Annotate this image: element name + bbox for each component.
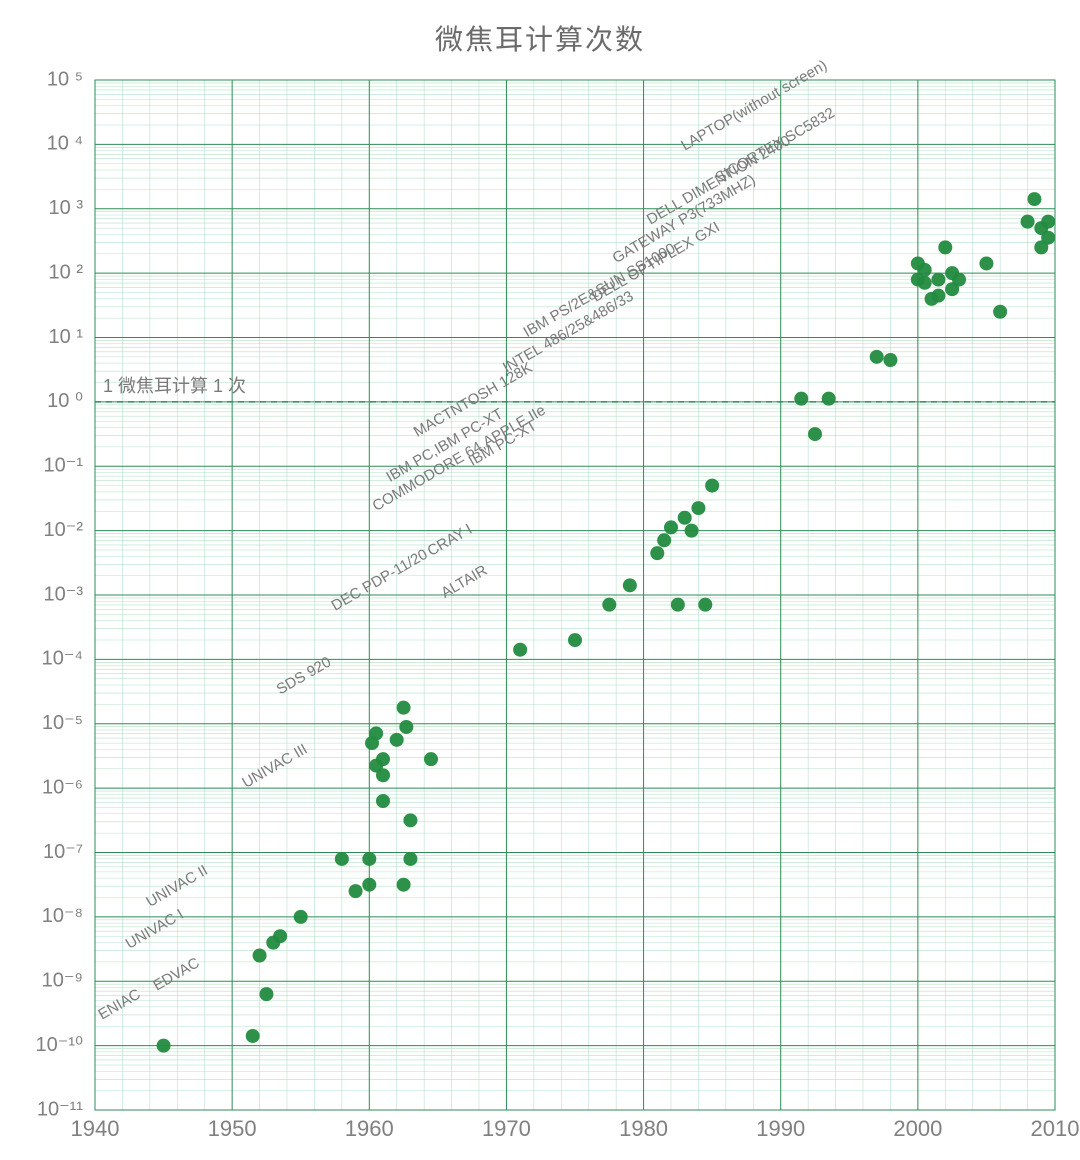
data-point [671,598,685,612]
x-tick-label: 1950 [208,1116,257,1141]
scatter-chart-svg: 10⁻¹¹10⁻¹⁰10⁻⁹10⁻⁸10⁻⁷10⁻⁶10⁻⁵10⁻⁴10⁻³10… [0,0,1080,1160]
data-point [691,501,705,515]
data-point [403,852,417,866]
data-point [870,350,884,364]
data-point [938,240,952,254]
y-tick-label: 10⁻³ [44,583,84,605]
x-tick-label: 1940 [71,1116,120,1141]
data-point [602,598,616,612]
y-tick-label: 10⁻⁶ [42,776,83,798]
data-point [808,427,822,441]
data-point [397,701,411,715]
data-point [397,878,411,892]
y-tick-label: 10⁻⁵ [42,712,83,734]
y-tick-label: 10⁻⁸ [42,905,83,927]
data-point [931,289,945,303]
data-point [883,353,897,367]
data-point [390,733,404,747]
y-tick-label: 10⁻⁴ [42,648,83,670]
data-point [376,794,390,808]
x-tick-label: 2010 [1031,1116,1080,1141]
y-tick-label: 10 ⁰ [47,390,83,412]
y-tick-label: 10⁻⁹ [42,970,83,992]
data-point [403,813,417,827]
x-tick-label: 1990 [756,1116,805,1141]
data-point [349,884,363,898]
data-point [568,633,582,647]
data-point [1041,215,1055,229]
data-point [376,768,390,782]
data-point [376,752,390,766]
y-tick-label: 10 ¹ [49,326,84,348]
data-point [1021,215,1035,229]
y-tick-label: 10 ⁵ [47,68,83,90]
data-point [952,273,966,287]
data-point [513,643,527,657]
data-point [273,929,287,943]
data-point [362,878,376,892]
x-tick-label: 1980 [619,1116,668,1141]
data-point [822,392,836,406]
data-point [698,598,712,612]
x-tick-label: 1960 [345,1116,394,1141]
data-point [678,511,692,525]
data-point [664,520,678,534]
data-point [918,263,932,277]
data-point [335,852,349,866]
data-point [918,276,932,290]
chart-title: 微焦耳计算次数 [0,18,1080,58]
chart-container: 微焦耳计算次数 10⁻¹¹10⁻¹⁰10⁻⁹10⁻⁸10⁻⁷10⁻⁶10⁻⁵10… [0,0,1080,1160]
x-tick-label: 2000 [893,1116,942,1141]
data-point [979,256,993,270]
data-point [157,1039,171,1053]
data-point [424,752,438,766]
y-tick-label: 10⁻⁷ [43,841,83,863]
y-tick-label: 10⁻¹ [44,455,84,477]
data-point [369,726,383,740]
x-tick-label: 1970 [482,1116,531,1141]
data-point [246,1029,260,1043]
y-tick-label: 10 ³ [49,197,84,219]
y-tick-label: 10 ² [49,261,84,283]
reference-line-label: 1 微焦耳计算 1 次 [103,376,246,396]
data-point [259,987,273,1001]
data-point [650,546,664,560]
data-point [685,524,699,538]
data-point [362,852,376,866]
data-point [1041,231,1055,245]
y-tick-label: 10 ⁴ [47,133,83,155]
data-point [294,910,308,924]
data-point [993,305,1007,319]
data-point [623,578,637,592]
y-tick-label: 10⁻² [44,519,84,541]
data-point [1027,192,1041,206]
data-point [253,949,267,963]
data-point [399,720,413,734]
data-point [794,392,808,406]
data-point [931,273,945,287]
data-point [657,533,671,547]
data-point [705,479,719,493]
y-tick-label: 10⁻¹⁰ [36,1034,83,1056]
